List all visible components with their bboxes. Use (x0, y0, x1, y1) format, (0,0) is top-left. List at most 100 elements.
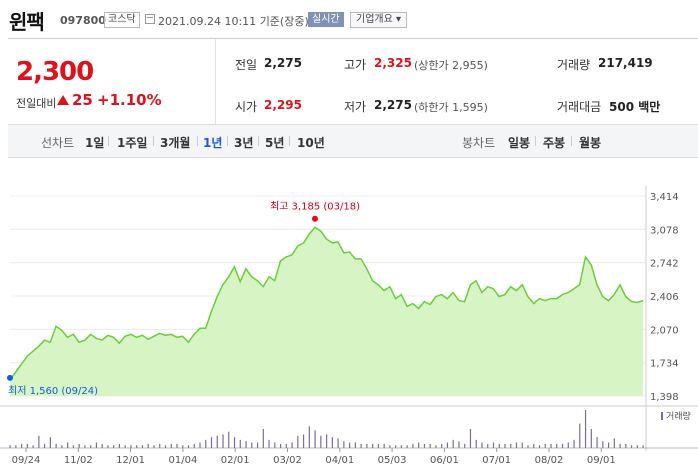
x-tick-label: 04/01 (325, 455, 354, 466)
x-tick-label: 12/01 (116, 455, 145, 466)
volume-bar (274, 442, 276, 448)
volume-bar (538, 445, 541, 448)
volume-bar (38, 435, 40, 448)
open-value: 2,295 (264, 98, 302, 112)
volume-bar (343, 441, 345, 448)
x-tick-label: 06/01 (430, 455, 459, 466)
divider (289, 136, 290, 146)
company-overview-dropdown[interactable]: 기업개요 ▾ (350, 12, 407, 28)
change-value: 25 (72, 91, 93, 109)
range-3y[interactable]: 3년 (234, 136, 254, 150)
divider (258, 136, 259, 146)
volume-bar (326, 434, 328, 448)
y-tick-label: 2,406 (650, 292, 679, 303)
volume-bar (297, 435, 299, 448)
volume-bar (320, 435, 322, 448)
candle-chart-label: 봉차트 (462, 136, 496, 150)
volume-bar (607, 442, 610, 448)
volume-bar (26, 443, 28, 448)
high-value: 2,325 (374, 56, 412, 70)
x-tick-label: 05/03 (378, 455, 407, 466)
volume-bar (487, 443, 489, 448)
volume-bar (584, 410, 587, 448)
range-1y[interactable]: 1년 (203, 136, 223, 150)
volume-bar (136, 445, 138, 448)
volume-bar (159, 443, 161, 448)
range-10y[interactable]: 10년 (297, 136, 325, 150)
chart-toolbar: 선차트 1일 1주일 3개월 1년 3년 5년 10년 봉차트 일봉 주봉 월봉 (8, 124, 698, 158)
volume-bar (446, 442, 449, 448)
x-tick-label: 07/01 (482, 455, 511, 466)
volume-bar (400, 445, 403, 448)
divider (535, 136, 536, 146)
volume-bar (176, 443, 178, 448)
volume-bar (475, 439, 477, 448)
volume-bar (596, 437, 598, 448)
volume-bar (113, 445, 115, 448)
max-marker (311, 215, 318, 222)
range-5y[interactable]: 5년 (265, 136, 285, 150)
prev-close-value: 2,275 (264, 56, 302, 70)
y-tick-label: 3,414 (650, 192, 679, 203)
market-badge: 코스닥 (104, 12, 140, 28)
volume-bar (377, 443, 379, 448)
volume-bar (216, 435, 218, 448)
divider (108, 136, 109, 146)
volume-bar (78, 443, 80, 448)
line-chart-label: 선차트 (41, 136, 75, 150)
volume-bar (366, 443, 368, 448)
volume-bar (95, 442, 98, 448)
volume-bar (458, 441, 460, 448)
price-line (9, 226, 644, 381)
volume-bar (239, 439, 241, 448)
volume-bar (15, 445, 17, 448)
volume-bar (527, 445, 529, 448)
candle-monthly[interactable]: 월봉 (579, 136, 602, 150)
volume-bar (107, 445, 109, 448)
calendar-icon (145, 14, 155, 24)
volume-bar (245, 441, 247, 448)
realtime-button[interactable]: 실시간 (308, 12, 344, 27)
range-1d[interactable]: 1일 (85, 136, 105, 150)
change-label: 전일대비 (16, 97, 57, 110)
volume-bar (464, 443, 466, 448)
range-1w[interactable]: 1주일 (117, 136, 148, 150)
stock-header: 윈팩 097800 코스닥 2021.09.24 10:11 기준(장중) 실시… (0, 0, 698, 36)
volume-bar (602, 441, 604, 448)
volume-bar (164, 445, 167, 448)
y-tick-label: 2,742 (650, 259, 679, 270)
volume-bar (561, 443, 564, 448)
volume-bar (302, 434, 305, 448)
candle-daily[interactable]: 일봉 (508, 136, 531, 150)
volume-bar (372, 443, 374, 448)
volume-bar (147, 443, 149, 448)
range-3m[interactable]: 3개월 (160, 136, 191, 150)
volume-bar (636, 445, 638, 448)
volume-bar (441, 443, 443, 448)
price-chart: 3,414 3,078 2,742 2,406 2,070 1,734 1,398 최고 3… (0, 156, 698, 469)
volume-bar (285, 443, 287, 448)
volume-bar (251, 442, 253, 448)
volume-bar (9, 445, 11, 448)
volume-bar (101, 443, 103, 448)
prev-close-label: 전일 (235, 58, 258, 72)
volume-bar (625, 443, 627, 448)
volume-bar (383, 443, 385, 448)
lower-limit: (하한가 1,595) (414, 101, 488, 114)
volume-bar (262, 429, 264, 448)
volume-bar (556, 443, 558, 448)
divider (197, 136, 198, 146)
volume-bar (337, 438, 339, 448)
volume-bar (504, 443, 506, 448)
volume-bar (481, 442, 483, 448)
volume-bar (314, 430, 316, 448)
volume-bar (590, 429, 592, 448)
y-tick-label: 2,070 (650, 325, 679, 336)
min-marker (7, 374, 13, 381)
volume-bar (630, 445, 633, 448)
divider (153, 136, 154, 146)
volume-bar (579, 423, 581, 448)
candle-weekly[interactable]: 주봉 (543, 136, 566, 150)
stock-name: 윈팩 (9, 10, 45, 34)
volume-bar (291, 442, 293, 448)
